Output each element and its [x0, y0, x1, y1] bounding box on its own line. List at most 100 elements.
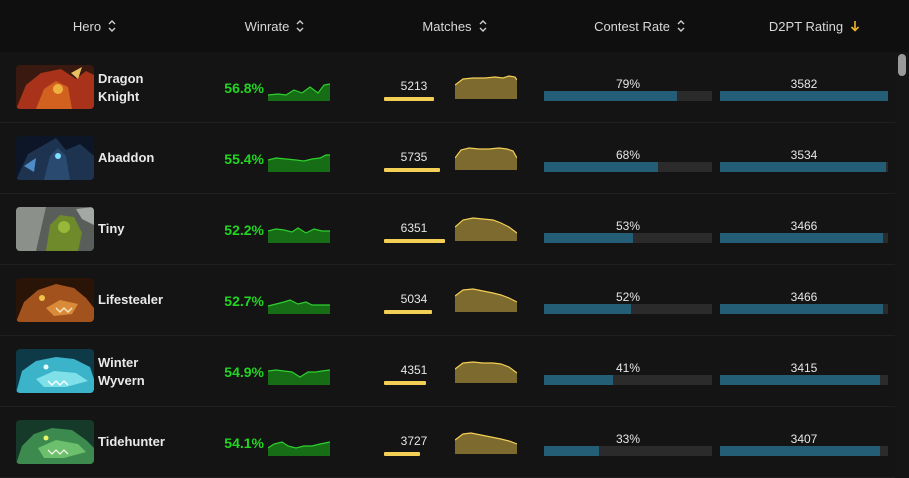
rating-fill — [720, 304, 883, 314]
matches-count: 5213 — [400, 79, 428, 93]
contest-rate-fill — [544, 233, 634, 243]
rating-header-label: D2PT Rating — [768, 18, 844, 34]
matches-sparkline — [455, 75, 517, 99]
contest-rate-value: 33% — [615, 432, 641, 446]
sort-updown-icon — [676, 19, 686, 33]
contest-rate-value: 41% — [615, 361, 641, 375]
matches-sparkline — [455, 361, 517, 383]
winrate-sparkline — [268, 227, 330, 243]
contest-rate-value: 79% — [615, 77, 641, 91]
contest-rate-fill — [544, 446, 600, 456]
table-row[interactable]: Lifestealer 52.7% 5034 52% 3466 — [0, 265, 895, 336]
hero-portrait-lifestealer[interactable] — [16, 278, 94, 322]
matches-bar — [384, 168, 440, 172]
matches-sparkline — [455, 432, 517, 454]
matches-sparkline — [455, 217, 517, 241]
contest-rate-value: 53% — [615, 219, 641, 233]
rating-bar — [720, 162, 888, 172]
column-header-matches[interactable]: Matches — [395, 0, 515, 52]
rating-fill — [720, 375, 880, 385]
rating-bar — [720, 233, 888, 243]
contest-rate-bar — [544, 233, 712, 243]
matches-count: 6351 — [400, 221, 428, 235]
contest-rate-bar — [544, 375, 712, 385]
hero-header-label: Hero — [72, 18, 102, 34]
winrate-value: 54.1% — [224, 435, 264, 451]
scrollbar-thumb[interactable] — [898, 54, 906, 76]
hero-portrait-winter-wyvern[interactable] — [16, 349, 94, 393]
rating-value: 3582 — [790, 77, 818, 91]
sort-descending-icon — [849, 19, 861, 33]
hero-portrait-dragon-knight[interactable] — [16, 65, 94, 109]
matches-bar — [384, 239, 445, 243]
contest-rate-bar — [544, 446, 712, 456]
table-row[interactable]: Tidehunter 54.1% 3727 33% 3407 — [0, 407, 895, 478]
table-row[interactable]: Dragon Knight 56.8% 5213 79% 3582 — [0, 52, 895, 123]
table-row[interactable]: Tiny 52.2% 6351 53% 3466 — [0, 194, 895, 265]
winrate-sparkline — [268, 83, 330, 101]
table-row[interactable]: Abaddon 55.4% 5735 68% 3534 — [0, 123, 895, 194]
contest-rate-bar — [544, 91, 712, 101]
winrate-value: 54.9% — [224, 364, 264, 380]
hero-name[interactable]: Dragon Knight — [98, 71, 144, 104]
hero-name[interactable]: Tidehunter — [98, 434, 165, 449]
hero-portrait-abaddon[interactable] — [16, 136, 94, 180]
sort-updown-icon — [295, 19, 305, 33]
contest-rate-bar — [544, 304, 712, 314]
winrate-sparkline — [268, 154, 330, 172]
contest-rate-fill — [544, 162, 659, 172]
matches-header-label: Matches — [422, 18, 472, 34]
rating-fill — [720, 162, 887, 172]
rating-value: 3466 — [790, 290, 818, 304]
rating-fill — [720, 446, 880, 456]
rating-value: 3415 — [790, 361, 818, 375]
hero-portrait-tiny[interactable] — [16, 207, 94, 251]
rating-bar — [720, 375, 888, 385]
column-header-hero[interactable]: Hero — [40, 0, 150, 52]
contest-rate-bar — [544, 162, 712, 172]
hero-portrait-tidehunter[interactable] — [16, 420, 94, 464]
rating-fill — [720, 91, 888, 101]
hero-name[interactable]: Tiny — [98, 221, 125, 236]
winrate-sparkline — [268, 299, 330, 314]
rating-fill — [720, 233, 883, 243]
winrate-header-label: Winrate — [244, 18, 290, 34]
column-header-contest-rate[interactable]: Contest Rate — [560, 0, 720, 52]
hero-name[interactable]: Lifestealer — [98, 292, 164, 307]
winrate-value: 52.2% — [224, 222, 264, 238]
matches-bar — [384, 97, 434, 101]
winrate-sparkline — [268, 369, 330, 385]
winrate-value: 55.4% — [224, 151, 264, 167]
vertical-scrollbar[interactable] — [895, 52, 909, 478]
winrate-sparkline — [268, 441, 330, 456]
contest-rate-value: 52% — [615, 290, 641, 304]
rating-value: 3466 — [790, 219, 818, 233]
matches-count: 5735 — [400, 150, 428, 164]
column-header-winrate[interactable]: Winrate — [215, 0, 335, 52]
winrate-value: 52.7% — [224, 293, 264, 309]
column-header-rating[interactable]: D2PT Rating — [735, 0, 895, 52]
matches-sparkline — [455, 147, 517, 170]
rating-bar — [720, 446, 888, 456]
contest-rate-fill — [544, 304, 632, 314]
rating-bar — [720, 91, 888, 101]
winrate-value: 56.8% — [224, 80, 264, 96]
matches-count: 4351 — [400, 363, 428, 377]
matches-count: 3727 — [400, 434, 428, 448]
matches-bar — [384, 310, 432, 314]
rating-bar — [720, 304, 888, 314]
contest-rate-fill — [544, 375, 613, 385]
hero-name[interactable]: Winter Wyvern — [98, 355, 145, 388]
matches-bar — [384, 452, 420, 456]
contest-header-label: Contest Rate — [594, 18, 670, 34]
sort-updown-icon — [478, 19, 488, 33]
matches-bar — [384, 381, 426, 385]
table-row[interactable]: Winter Wyvern 54.9% 4351 41% 3415 — [0, 336, 895, 407]
table-header: Hero Winrate Matches Contest Rate D2PT R… — [0, 0, 909, 52]
matches-sparkline — [455, 288, 517, 312]
rating-value: 3534 — [790, 148, 818, 162]
hero-name[interactable]: Abaddon — [98, 150, 155, 165]
matches-count: 5034 — [400, 292, 428, 306]
contest-rate-fill — [544, 91, 677, 101]
contest-rate-value: 68% — [615, 148, 641, 162]
